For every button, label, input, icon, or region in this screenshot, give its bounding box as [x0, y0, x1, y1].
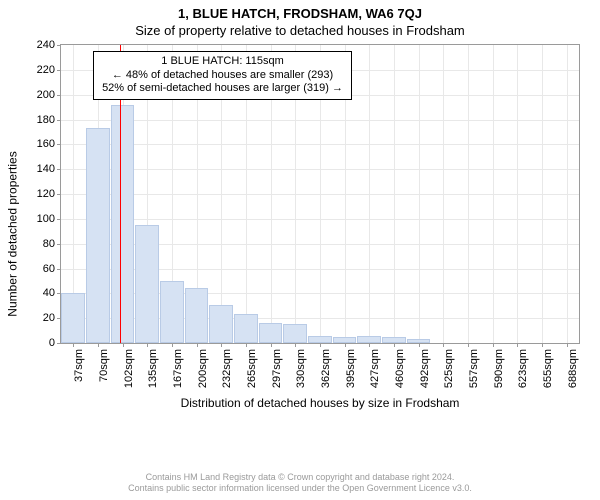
x-tick-label: 232sqm — [221, 349, 233, 388]
y-tick-label: 120 — [37, 188, 55, 200]
y-tick-label: 60 — [43, 263, 55, 275]
y-tick-label: 40 — [43, 287, 55, 299]
y-tick-label: 140 — [37, 163, 55, 175]
x-tick-label: 330sqm — [295, 349, 307, 388]
y-tick-label: 100 — [37, 213, 55, 225]
x-tick-label: 655sqm — [542, 349, 554, 388]
histogram-bar — [308, 336, 332, 343]
y-tick-label: 160 — [37, 138, 55, 150]
x-tick-label: 590sqm — [493, 349, 505, 388]
y-tick-label: 240 — [37, 39, 55, 51]
x-tick-label: 102sqm — [123, 349, 135, 388]
property-info-box: 1 BLUE HATCH: 115sqm← 48% of detached ho… — [93, 51, 352, 100]
chart-area: Number of detached properties 0204060801… — [0, 44, 600, 424]
x-tick-label: 70sqm — [98, 349, 110, 382]
x-tick-label: 427sqm — [369, 349, 381, 388]
y-tick-label: 180 — [37, 114, 55, 126]
histogram-bar — [209, 305, 233, 343]
x-tick-label: 492sqm — [419, 349, 431, 388]
y-tick-label: 220 — [37, 64, 55, 76]
histogram-bar — [135, 225, 159, 343]
x-tick-label: 362sqm — [320, 349, 332, 388]
x-axis-title: Distribution of detached houses by size … — [60, 396, 580, 410]
histogram-bar — [160, 281, 184, 343]
footer-attribution: Contains HM Land Registry data © Crown c… — [0, 472, 600, 494]
x-tick-label: 395sqm — [345, 349, 357, 388]
histogram-bar — [357, 336, 381, 343]
x-tick-label: 200sqm — [197, 349, 209, 388]
histogram-bar — [86, 128, 110, 343]
x-tick-label: 623sqm — [517, 349, 529, 388]
page-title: 1, BLUE HATCH, FRODSHAM, WA6 7QJ — [0, 0, 600, 21]
x-tick-label: 167sqm — [172, 349, 184, 388]
histogram-bar — [234, 314, 258, 343]
footer-line-2: Contains public sector information licen… — [0, 483, 600, 494]
x-tick-label: 460sqm — [394, 349, 406, 388]
y-tick-label: 80 — [43, 238, 55, 250]
x-tick-label: 37sqm — [73, 349, 85, 382]
histogram-bar — [111, 105, 135, 343]
footer-line-1: Contains HM Land Registry data © Crown c… — [0, 472, 600, 483]
x-tick-label: 265sqm — [246, 349, 258, 388]
plot-area: 02040608010012014016018020022024037sqm70… — [60, 44, 580, 344]
x-tick-label: 135sqm — [147, 349, 159, 388]
y-tick-label: 200 — [37, 89, 55, 101]
histogram-bar — [61, 293, 85, 343]
y-axis-label: Number of detached properties — [6, 44, 20, 424]
x-tick-label: 688sqm — [567, 349, 579, 388]
histogram-bar — [259, 323, 283, 343]
histogram-bar — [283, 324, 307, 343]
x-tick-label: 557sqm — [468, 349, 480, 388]
page-subtitle: Size of property relative to detached ho… — [0, 21, 600, 40]
x-tick-label: 297sqm — [271, 349, 283, 388]
y-tick-label: 20 — [43, 312, 55, 324]
histogram-bar — [185, 288, 209, 343]
y-tick-label: 0 — [49, 337, 55, 349]
x-tick-label: 525sqm — [443, 349, 455, 388]
